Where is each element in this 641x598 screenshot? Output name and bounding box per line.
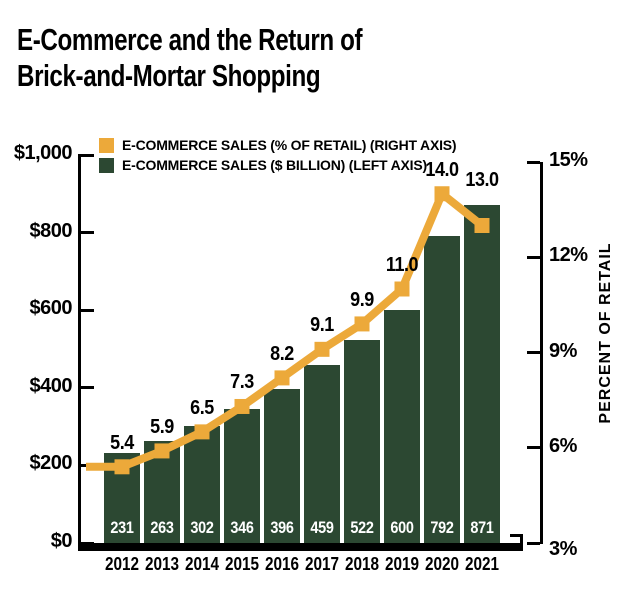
line-point-label: 8.2 (270, 342, 294, 365)
bar-value-label: 231 (110, 518, 134, 537)
left-axis-line (78, 155, 81, 543)
bar-value-label: 600 (390, 518, 414, 537)
line-point-label: 9.1 (310, 314, 334, 337)
left-axis-tick-label: $800 (29, 219, 73, 242)
line-point-label: 6.5 (190, 396, 214, 419)
year-label: 2015 (224, 554, 260, 574)
line-point-label: 11.0 (385, 254, 419, 276)
bar-value-label: 871 (470, 518, 494, 537)
year-label: 2014 (184, 554, 220, 574)
bar-2018 (344, 340, 380, 543)
legend-item-line-series: E-COMMERCE SALES (% OF RETAIL) (RIGHT AX… (99, 135, 457, 155)
left-axis-tick (78, 308, 94, 312)
line-marker (354, 316, 370, 332)
left-axis-tick (78, 231, 94, 235)
bar-value-label: 302 (190, 518, 214, 537)
bar-value-label: 792 (430, 518, 454, 537)
year-label: 2021 (464, 554, 500, 574)
legend: E-COMMERCE SALES (% OF RETAIL) (RIGHT AX… (99, 135, 457, 175)
right-axis-line (540, 162, 543, 544)
line-marker (394, 281, 410, 297)
chart-title-line1: E-Commerce and the Return of (17, 22, 363, 57)
right-axis-tick (527, 446, 540, 450)
right-axis-tick (527, 541, 540, 545)
right-axis-tick-label: 12% (549, 244, 588, 267)
year-label: 2020 (424, 554, 460, 574)
left-axis-tick (78, 541, 94, 545)
bar-value-label: 459 (310, 518, 334, 537)
line-point-label: 13.0 (465, 168, 499, 191)
legend-swatch-line-icon (99, 137, 114, 153)
x-axis-end-hook-horizontal (510, 534, 523, 537)
left-axis-tick (78, 386, 94, 390)
left-axis-tick (78, 153, 94, 157)
bar-value-label: 346 (230, 518, 254, 537)
year-label: 2013 (144, 554, 180, 574)
bar-value-label: 522 (350, 518, 374, 537)
line-point-label: 7.3 (230, 371, 254, 394)
legend-label-line: E-COMMERCE SALES (% OF RETAIL) (RIGHT AX… (122, 137, 457, 153)
legend-label-bar: E-COMMERCE SALES ($ BILLION) (LEFT AXIS) (122, 157, 427, 173)
bar-2021 (464, 205, 500, 543)
left-axis-tick-label: $600 (29, 297, 73, 320)
chart-title-line2: Brick-and-Mortar Shopping (17, 58, 321, 93)
year-label: 2016 (264, 554, 300, 574)
line-marker (314, 341, 330, 357)
right-axis-tick (527, 351, 540, 354)
year-label: 2017 (304, 554, 340, 574)
line-point-label: 14.0 (425, 158, 459, 181)
line-point-label: 5.9 (150, 415, 174, 438)
left-axis-tick-label: $200 (29, 452, 73, 475)
x-axis-end-hook-vertical (520, 534, 523, 543)
bar-2017 (304, 364, 340, 543)
bar-2019 (384, 310, 420, 543)
chart-title: E-Commerce and the Return of Brick-and-M… (17, 22, 363, 94)
right-axis-tick-label: 9% (549, 339, 577, 362)
left-axis-tick (78, 463, 94, 467)
bar-value-label: 263 (150, 518, 174, 537)
line-marker (274, 370, 290, 386)
legend-item-bar-series: E-COMMERCE SALES ($ BILLION) (LEFT AXIS) (99, 155, 456, 175)
year-label: 2012 (104, 554, 140, 574)
year-label: 2018 (344, 554, 380, 574)
line-point-label: 5.4 (110, 431, 134, 454)
right-axis-tick (527, 255, 540, 259)
right-axis-tick (527, 160, 540, 164)
bar-2020 (424, 235, 460, 543)
left-axis-tick-label: $0 (50, 530, 73, 552)
x-axis-line (78, 543, 523, 551)
left-axis-tick-label: $400 (29, 374, 73, 397)
year-label: 2019 (384, 554, 420, 574)
bar-value-label: 396 (270, 518, 294, 537)
right-axis-tick-label: 15% (549, 149, 588, 171)
line-point-label: 9.9 (350, 288, 374, 311)
line-marker (434, 186, 450, 202)
right-axis-tick-label: 6% (549, 434, 577, 457)
right-axis-tick-label: 3% (549, 538, 577, 560)
legend-swatch-bar-icon (99, 157, 114, 173)
left-axis-tick-label: $1,000 (13, 142, 73, 164)
